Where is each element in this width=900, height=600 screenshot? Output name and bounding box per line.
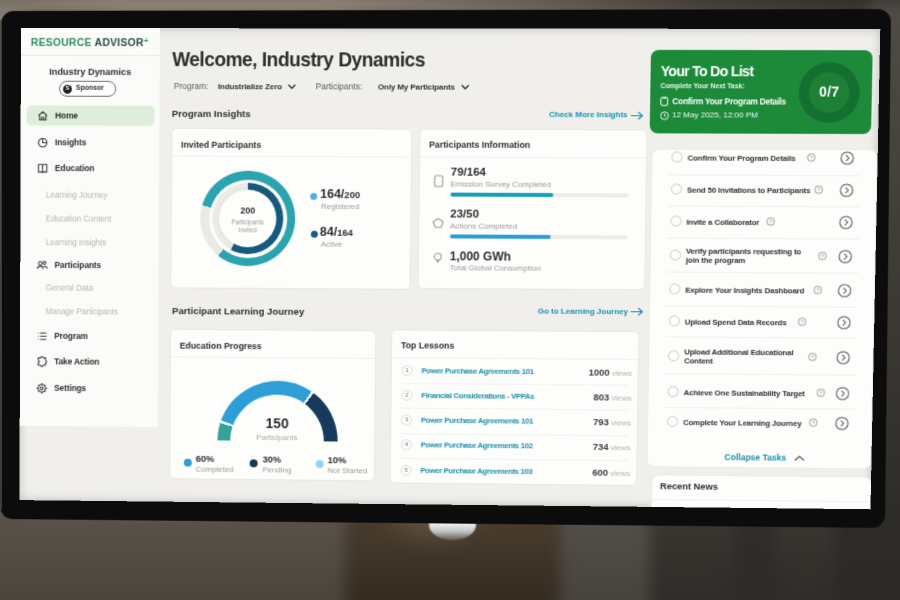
svg-text:?: ? <box>816 288 819 294</box>
svg-text:?: ? <box>819 391 822 397</box>
svg-text:?: ? <box>810 155 813 161</box>
svg-text:?: ? <box>817 187 820 193</box>
svg-text:?: ? <box>811 354 814 360</box>
svg-text:?: ? <box>812 420 815 426</box>
svg-text:?: ? <box>769 219 772 225</box>
svg-text:?: ? <box>801 320 804 326</box>
svg-text:?: ? <box>821 253 824 259</box>
